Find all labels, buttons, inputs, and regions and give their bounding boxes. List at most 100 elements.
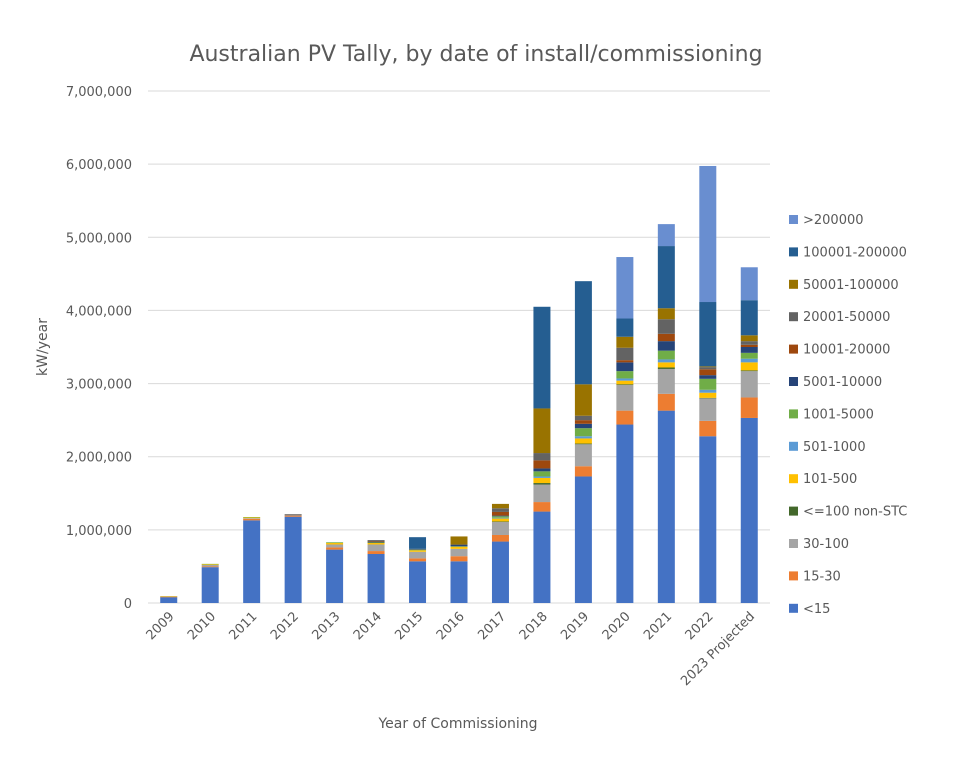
chart-title: Australian PV Tally, by date of install/… <box>189 42 762 67</box>
bar-segment <box>491 521 509 535</box>
bar-segment <box>409 549 427 551</box>
bar-segment <box>450 536 468 545</box>
legend-swatch <box>789 539 798 548</box>
bar-segment <box>491 511 509 516</box>
legend: >200000 100001-200000 50001-100000 20001-50… <box>789 213 907 617</box>
bar-segment <box>160 596 178 597</box>
bar-segment <box>574 466 592 477</box>
legend-label: 101-500 <box>803 472 857 487</box>
bars <box>160 165 758 603</box>
bar-segment <box>326 549 344 603</box>
y-tick-label: 3,000,000 <box>66 378 132 393</box>
legend-swatch <box>789 377 798 386</box>
bar-segment <box>284 514 302 516</box>
legend-item: 101-500 <box>789 472 857 487</box>
x-tick-label: 2021 <box>641 609 675 643</box>
bar-segment <box>326 543 344 545</box>
bar-segment <box>491 516 509 518</box>
bar-segment <box>657 359 675 363</box>
bar-segment <box>326 544 344 548</box>
legend-label: <15 <box>803 602 830 617</box>
x-tick-label: 2022 <box>683 609 717 643</box>
bar-segment <box>616 424 634 603</box>
bar-segment <box>409 561 427 603</box>
legend-label: 501-1000 <box>803 440 866 455</box>
legend-item: >200000 <box>789 213 864 228</box>
legend-swatch <box>789 409 798 419</box>
x-tick-label: 2020 <box>600 609 634 643</box>
bar-segment <box>533 460 551 469</box>
bar-segment <box>533 471 551 477</box>
bar-segment <box>699 366 717 368</box>
x-tick-label: 2009 <box>144 609 178 643</box>
bar-segment <box>409 558 427 562</box>
bar-segment <box>533 306 551 409</box>
bar-segment <box>533 476 551 478</box>
y-tick-label: 1,000,000 <box>66 524 132 539</box>
bar-segment <box>243 518 261 521</box>
legend-item: <15 <box>789 602 830 617</box>
x-tick-label: 2014 <box>351 609 385 643</box>
bar-segment <box>491 534 509 542</box>
legend-swatch <box>789 215 798 224</box>
bar-segment <box>201 564 219 565</box>
bar-segment <box>160 597 178 603</box>
bar-segment <box>533 502 551 512</box>
x-tick-label: 2012 <box>268 609 302 643</box>
y-tick-label: 2,000,000 <box>66 451 132 466</box>
bar-segment <box>699 375 717 379</box>
bar-segment <box>699 302 717 367</box>
bar-segment <box>699 165 717 303</box>
bar-segment <box>740 344 758 347</box>
y-tick-label: 0 <box>124 597 132 612</box>
bar-segment <box>367 541 385 543</box>
bar-segment <box>160 596 178 598</box>
bar-segment <box>616 347 634 361</box>
bar-segment <box>657 367 675 369</box>
bar-segment <box>740 300 758 336</box>
gridlines <box>148 90 770 604</box>
bar-segment <box>616 378 634 381</box>
bar-segment <box>657 333 675 342</box>
bar-segment <box>243 520 261 603</box>
legend-item: 15-30 <box>789 569 841 584</box>
bar-segment <box>616 384 634 386</box>
bar-segment <box>657 319 675 334</box>
bar-segment <box>616 380 634 385</box>
bar-segment <box>409 549 427 550</box>
bar-segment <box>450 544 468 545</box>
bar-segment <box>740 362 758 371</box>
bar-segment <box>367 553 385 603</box>
bar-segment <box>740 347 758 353</box>
bar-segment <box>491 515 509 517</box>
bar-segment <box>699 369 717 376</box>
bar-segment <box>574 436 592 439</box>
x-axis-title: Year of Commissioning <box>377 716 537 732</box>
legend-item: 10001-20000 <box>789 343 890 358</box>
bar-segment <box>326 547 344 550</box>
bar-segment <box>699 398 717 421</box>
bar-segment <box>533 408 551 454</box>
bar-segment <box>699 420 717 437</box>
bar-segment <box>574 444 592 467</box>
legend-label: >200000 <box>803 213 864 228</box>
bar-segment <box>491 541 509 603</box>
bar-segment <box>699 378 717 390</box>
bar-segment <box>491 508 509 512</box>
bar-segment <box>740 397 758 418</box>
bar-segment <box>740 370 758 372</box>
x-tick-label: 2016 <box>434 609 468 643</box>
x-tick-label: 2019 <box>558 609 592 643</box>
x-tick-label: 2017 <box>475 609 509 643</box>
legend-label: 20001-50000 <box>803 310 890 325</box>
legend-label: 10001-20000 <box>803 343 890 358</box>
bar-segment <box>616 318 634 337</box>
bar-segment <box>657 246 675 309</box>
bar-segment <box>409 537 427 549</box>
bar-segment <box>616 410 634 425</box>
legend-swatch <box>789 312 798 322</box>
bar-segment <box>201 567 219 603</box>
bar-segment <box>409 550 427 552</box>
bar-segment <box>284 516 302 603</box>
